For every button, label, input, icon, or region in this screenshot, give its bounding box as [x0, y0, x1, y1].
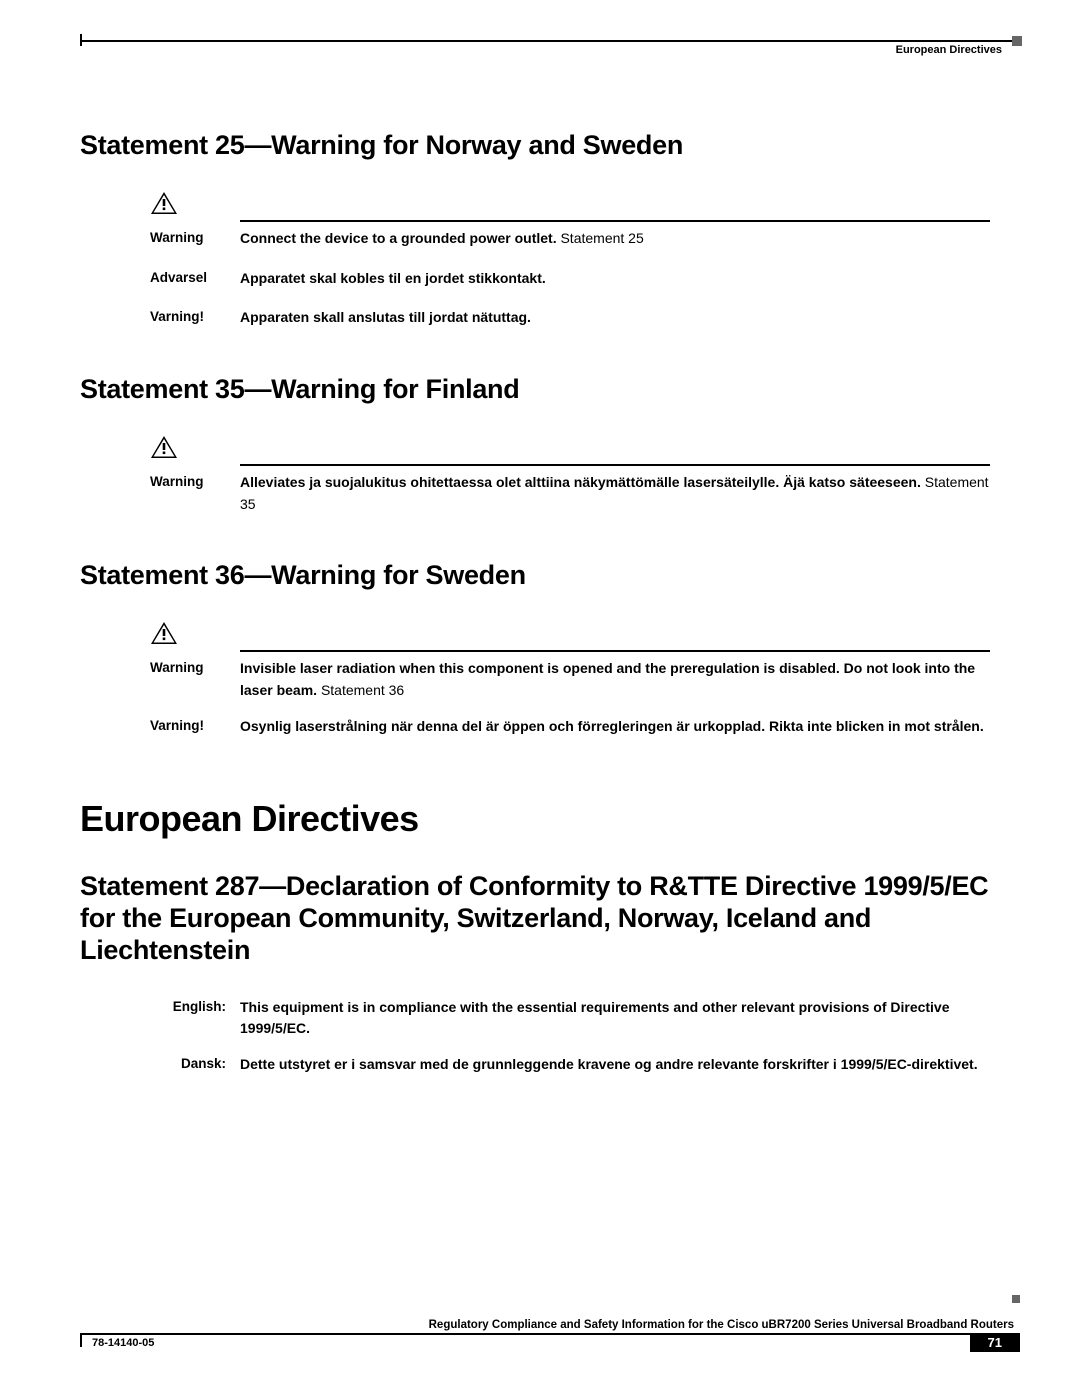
warning-plain: Statement 25: [560, 230, 643, 246]
warning-label: Warning: [150, 228, 240, 245]
warning-text: Apparatet skal kobles til en jordet stik…: [240, 268, 1020, 290]
warning-label: Varning!: [150, 716, 240, 733]
warning-text: Apparaten skall anslutas till jordat nät…: [240, 307, 1020, 329]
compliance-row: Dansk: Dette utstyret er i samsvar med d…: [150, 1054, 1020, 1076]
heading-s25: Statement 25—Warning for Norway and Swed…: [80, 130, 1020, 161]
compliance-row: English: This equipment is in compliance…: [150, 997, 1020, 1040]
warning-label: Varning!: [150, 307, 240, 324]
warning-bold: Apparatet skal kobles til en jordet stik…: [240, 270, 546, 286]
warning-label: Warning: [150, 658, 240, 675]
footer-rule: 78-14140-05 71: [80, 1333, 1020, 1357]
heading-s35: Statement 35—Warning for Finland: [80, 374, 1020, 405]
warning-text: Alleviates ja suojalukitus ohitettaessa …: [240, 472, 1020, 515]
warning-row: Warning Alleviates ja suojalukitus ohite…: [150, 472, 1020, 515]
warning-icon-row: [150, 621, 1020, 650]
warning-row: Varning! Apparaten skall anslutas till j…: [150, 307, 1020, 329]
warning-row: Warning Connect the device to a grounded…: [150, 228, 1020, 250]
footer-doc-num: 78-14140-05: [92, 1337, 154, 1349]
heading-ed: European Directives: [80, 798, 1020, 840]
warning-bold: Apparaten skall anslutas till jordat nät…: [240, 309, 531, 325]
warning-icon-row: [150, 191, 1020, 220]
footer-square-icon: [1012, 1295, 1020, 1303]
warning-icon-row: [150, 435, 1020, 464]
warning-text: Connect the device to a grounded power o…: [240, 228, 1020, 250]
heading-s36: Statement 36—Warning for Sweden: [80, 560, 1020, 591]
warning-row: Varning! Osynlig laserstrålning när denn…: [150, 716, 1020, 738]
warning-row: Advarsel Apparatet skal kobles til en jo…: [150, 268, 1020, 290]
warning-triangle-icon: [150, 621, 178, 645]
compliance-bold: Dette utstyret er i samsvar med de grunn…: [240, 1056, 978, 1072]
compliance-text: This equipment is in compliance with the…: [240, 997, 1020, 1040]
running-head: European Directives: [896, 44, 1002, 56]
warning-plain: Statement 36: [321, 682, 404, 698]
content: Statement 25—Warning for Norway and Swed…: [80, 60, 1020, 1076]
lang-label: English:: [150, 997, 240, 1014]
warning-rule: [240, 464, 990, 466]
warning-label: Warning: [150, 472, 240, 489]
warning-label: Advarsel: [150, 268, 240, 285]
warning-triangle-icon: [150, 191, 178, 215]
warning-bold: Osynlig laserstrålning när denna del är …: [240, 718, 984, 734]
heading-s287: Statement 287—Declaration of Conformity …: [80, 870, 1020, 967]
header-rule: European Directives: [82, 40, 1020, 60]
warning-row: Warning Invisible laser radiation when t…: [150, 658, 1020, 701]
warning-rule: [240, 220, 990, 222]
compliance-bold: This equipment is in compliance with the…: [240, 999, 950, 1037]
warning-bold: Connect the device to a grounded power o…: [240, 230, 560, 246]
warning-bold: Alleviates ja suojalukitus ohitettaessa …: [240, 474, 925, 490]
lang-label: Dansk:: [150, 1054, 240, 1071]
warning-rule: [240, 650, 990, 652]
page: European Directives Statement 25—Warning…: [0, 0, 1080, 1397]
header-square-icon: [1012, 36, 1022, 46]
header-tick: [80, 34, 82, 46]
warning-text: Invisible laser radiation when this comp…: [240, 658, 1020, 701]
warning-text: Osynlig laserstrålning när denna del är …: [240, 716, 1020, 738]
warning-triangle-icon: [150, 435, 178, 459]
footer: Regulatory Compliance and Safety Informa…: [80, 1319, 1020, 1357]
compliance-text: Dette utstyret er i samsvar med de grunn…: [240, 1054, 1020, 1076]
page-number: 71: [970, 1333, 1020, 1352]
footer-doc-title: Regulatory Compliance and Safety Informa…: [80, 1319, 1020, 1331]
footer-tick: [80, 1333, 82, 1347]
